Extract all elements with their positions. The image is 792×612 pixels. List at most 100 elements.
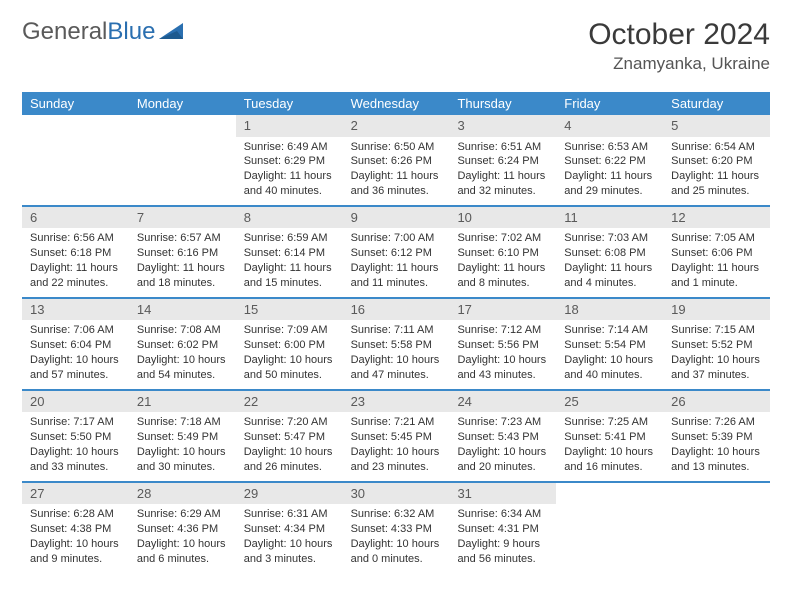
day-number: 24 <box>449 391 556 413</box>
day-cell: 9Sunrise: 7:00 AMSunset: 6:12 PMDaylight… <box>343 207 450 297</box>
page-title: October 2024 <box>588 18 770 52</box>
day-body: Sunrise: 7:17 AMSunset: 5:50 PMDaylight:… <box>22 415 129 474</box>
sunrise-line: Sunrise: 7:14 AM <box>564 323 655 338</box>
day-cell: 20Sunrise: 7:17 AMSunset: 5:50 PMDayligh… <box>22 391 129 481</box>
week-row: 20Sunrise: 7:17 AMSunset: 5:50 PMDayligh… <box>22 389 770 481</box>
daylight-line: Daylight: 10 hours and 30 minutes. <box>137 445 228 475</box>
day-cell: 19Sunrise: 7:15 AMSunset: 5:52 PMDayligh… <box>663 299 770 389</box>
sunrise-line: Sunrise: 7:00 AM <box>351 231 442 246</box>
sunset-line: Sunset: 6:14 PM <box>244 246 335 261</box>
sunrise-line: Sunrise: 6:31 AM <box>244 507 335 522</box>
day-body: Sunrise: 6:28 AMSunset: 4:38 PMDaylight:… <box>22 507 129 566</box>
logo-text-general: General <box>22 18 107 45</box>
daylight-line: Daylight: 11 hours and 15 minutes. <box>244 261 335 291</box>
dow-cell: Friday <box>556 92 663 115</box>
day-cell <box>129 115 236 205</box>
day-number: 28 <box>129 483 236 505</box>
day-number: 13 <box>22 299 129 321</box>
day-body: Sunrise: 7:09 AMSunset: 6:00 PMDaylight:… <box>236 323 343 382</box>
title-block: October 2024 Znamyanka, Ukraine <box>588 18 770 74</box>
day-body: Sunrise: 6:53 AMSunset: 6:22 PMDaylight:… <box>556 140 663 199</box>
day-body: Sunrise: 7:08 AMSunset: 6:02 PMDaylight:… <box>129 323 236 382</box>
day-body: Sunrise: 6:56 AMSunset: 6:18 PMDaylight:… <box>22 231 129 290</box>
day-body: Sunrise: 6:51 AMSunset: 6:24 PMDaylight:… <box>449 140 556 199</box>
day-cell: 26Sunrise: 7:26 AMSunset: 5:39 PMDayligh… <box>663 391 770 481</box>
dow-cell: Sunday <box>22 92 129 115</box>
day-cell: 30Sunrise: 6:32 AMSunset: 4:33 PMDayligh… <box>343 483 450 573</box>
day-body: Sunrise: 7:20 AMSunset: 5:47 PMDaylight:… <box>236 415 343 474</box>
dow-cell: Monday <box>129 92 236 115</box>
sunrise-line: Sunrise: 6:53 AM <box>564 140 655 155</box>
daylight-line: Daylight: 10 hours and 43 minutes. <box>457 353 548 383</box>
day-cell: 1 Sunrise: 6:49 AMSunset: 6:29 PMDaylight… <box>236 115 343 205</box>
week-row: 6Sunrise: 6:56 AMSunset: 6:18 PMDaylight… <box>22 205 770 297</box>
day-body: Sunrise: 7:06 AMSunset: 6:04 PMDaylight:… <box>22 323 129 382</box>
sunrise-line: Sunrise: 6:34 AM <box>457 507 548 522</box>
sunset-line: Sunset: 5:52 PM <box>671 338 762 353</box>
day-number: 30 <box>343 483 450 505</box>
sunset-line: Sunset: 5:54 PM <box>564 338 655 353</box>
sunset-line: Sunset: 6:02 PM <box>137 338 228 353</box>
day-cell: 15Sunrise: 7:09 AMSunset: 6:00 PMDayligh… <box>236 299 343 389</box>
day-number: 8 <box>236 207 343 229</box>
calendar: SundayMondayTuesdayWednesdayThursdayFrid… <box>22 92 770 573</box>
logo-text-blue: Blue <box>107 18 155 45</box>
day-body: Sunrise: 7:15 AMSunset: 5:52 PMDaylight:… <box>663 323 770 382</box>
day-number <box>663 483 770 505</box>
day-number: 6 <box>22 207 129 229</box>
day-number: 20 <box>22 391 129 413</box>
sunrise-line: Sunrise: 6:56 AM <box>30 231 121 246</box>
sunrise-line: Sunrise: 7:15 AM <box>671 323 762 338</box>
week-row: 27Sunrise: 6:28 AMSunset: 4:38 PMDayligh… <box>22 481 770 573</box>
day-cell: 6Sunrise: 6:56 AMSunset: 6:18 PMDaylight… <box>22 207 129 297</box>
daylight-line: Daylight: 11 hours and 8 minutes. <box>457 261 548 291</box>
day-cell: 21Sunrise: 7:18 AMSunset: 5:49 PMDayligh… <box>129 391 236 481</box>
day-body: Sunrise: 6:50 AMSunset: 6:26 PMDaylight:… <box>343 140 450 199</box>
day-body: Sunrise: 7:18 AMSunset: 5:49 PMDaylight:… <box>129 415 236 474</box>
daylight-line: Daylight: 11 hours and 32 minutes. <box>457 169 548 199</box>
daylight-line: Daylight: 10 hours and 9 minutes. <box>30 537 121 567</box>
sunset-line: Sunset: 6:18 PM <box>30 246 121 261</box>
day-cell: 2 Sunrise: 6:50 AMSunset: 6:26 PMDaylight… <box>343 115 450 205</box>
sunrise-line: Sunrise: 7:06 AM <box>30 323 121 338</box>
day-number: 29 <box>236 483 343 505</box>
sunrise-line: Sunrise: 6:32 AM <box>351 507 442 522</box>
daylight-line: Daylight: 10 hours and 0 minutes. <box>351 537 442 567</box>
day-number: 27 <box>22 483 129 505</box>
day-body: Sunrise: 6:31 AMSunset: 4:34 PMDaylight:… <box>236 507 343 566</box>
day-number: 4 <box>556 115 663 137</box>
sunrise-line: Sunrise: 7:12 AM <box>457 323 548 338</box>
day-cell: 4 Sunrise: 6:53 AMSunset: 6:22 PMDaylight… <box>556 115 663 205</box>
day-cell: 31Sunrise: 6:34 AMSunset: 4:31 PMDayligh… <box>449 483 556 573</box>
day-number: 2 <box>343 115 450 137</box>
day-number <box>556 483 663 505</box>
daylight-line: Daylight: 11 hours and 40 minutes. <box>244 169 335 199</box>
daylight-line: Daylight: 10 hours and 33 minutes. <box>30 445 121 475</box>
location-subtitle: Znamyanka, Ukraine <box>588 54 770 74</box>
sunrise-line: Sunrise: 7:09 AM <box>244 323 335 338</box>
sunset-line: Sunset: 6:24 PM <box>457 154 548 169</box>
day-cell: 17Sunrise: 7:12 AMSunset: 5:56 PMDayligh… <box>449 299 556 389</box>
dow-cell: Saturday <box>663 92 770 115</box>
daylight-line: Daylight: 11 hours and 29 minutes. <box>564 169 655 199</box>
day-body: Sunrise: 7:21 AMSunset: 5:45 PMDaylight:… <box>343 415 450 474</box>
sunset-line: Sunset: 6:10 PM <box>457 246 548 261</box>
day-number: 16 <box>343 299 450 321</box>
day-body: Sunrise: 7:05 AMSunset: 6:06 PMDaylight:… <box>663 231 770 290</box>
day-body: Sunrise: 6:49 AMSunset: 6:29 PMDaylight:… <box>236 140 343 199</box>
daylight-line: Daylight: 10 hours and 13 minutes. <box>671 445 762 475</box>
sunset-line: Sunset: 6:12 PM <box>351 246 442 261</box>
day-body: Sunrise: 6:57 AMSunset: 6:16 PMDaylight:… <box>129 231 236 290</box>
day-number: 1 <box>236 115 343 137</box>
day-cell: 25Sunrise: 7:25 AMSunset: 5:41 PMDayligh… <box>556 391 663 481</box>
sunrise-line: Sunrise: 6:51 AM <box>457 140 548 155</box>
day-body: Sunrise: 7:25 AMSunset: 5:41 PMDaylight:… <box>556 415 663 474</box>
week-row: 13Sunrise: 7:06 AMSunset: 6:04 PMDayligh… <box>22 297 770 389</box>
daylight-line: Daylight: 11 hours and 1 minute. <box>671 261 762 291</box>
sunset-line: Sunset: 6:06 PM <box>671 246 762 261</box>
sunset-line: Sunset: 4:34 PM <box>244 522 335 537</box>
sunset-line: Sunset: 4:31 PM <box>457 522 548 537</box>
day-number: 19 <box>663 299 770 321</box>
daylight-line: Daylight: 10 hours and 6 minutes. <box>137 537 228 567</box>
day-body: Sunrise: 7:12 AMSunset: 5:56 PMDaylight:… <box>449 323 556 382</box>
